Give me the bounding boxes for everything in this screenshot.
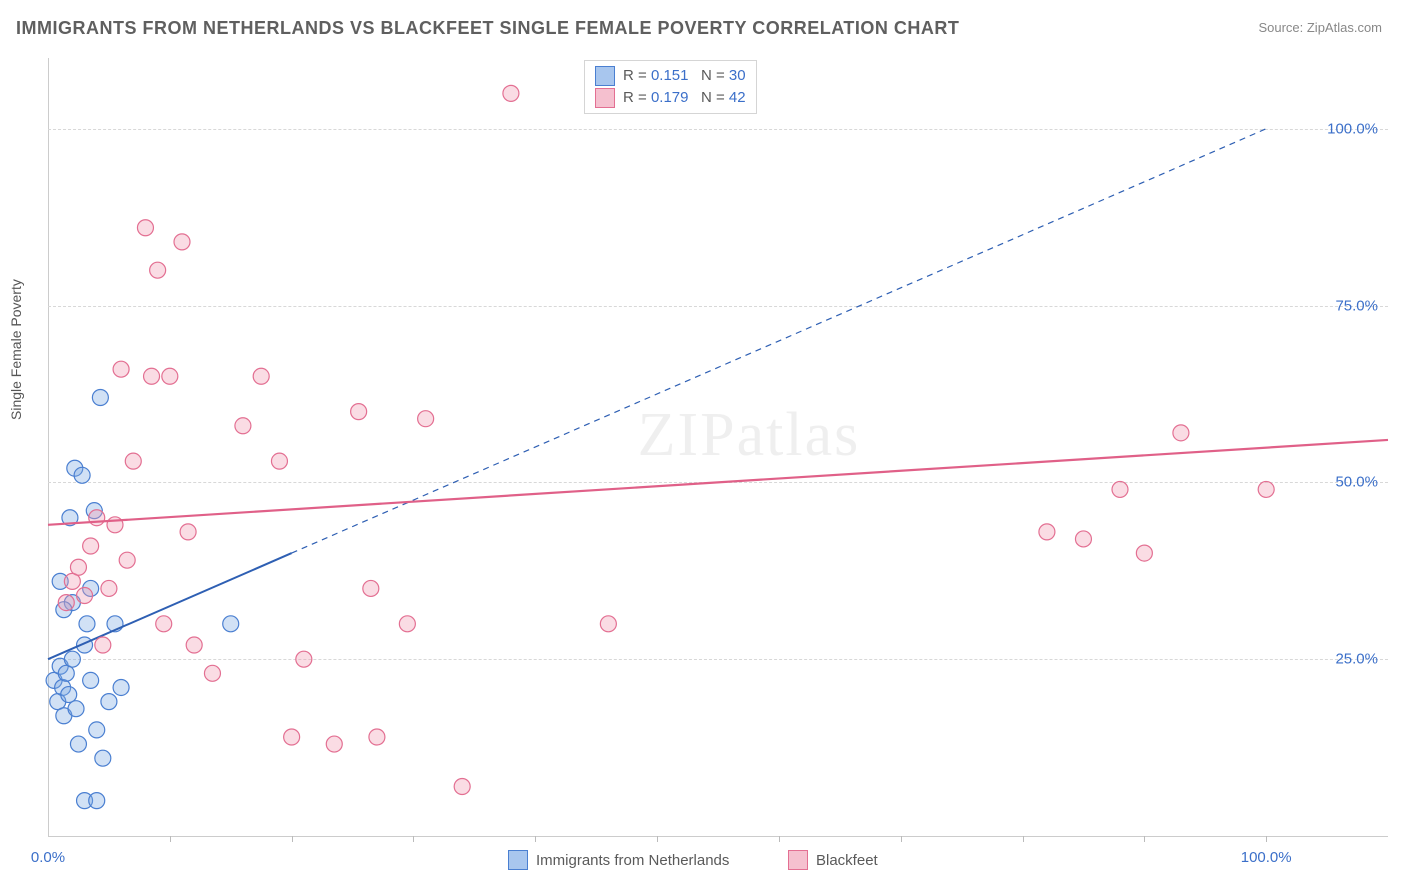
data-point-blackfeet: [113, 361, 129, 377]
data-point-netherlands: [61, 687, 77, 703]
data-point-blackfeet: [174, 234, 190, 250]
data-point-netherlands: [223, 616, 239, 632]
data-point-blackfeet: [1039, 524, 1055, 540]
data-point-blackfeet: [253, 368, 269, 384]
data-point-blackfeet: [503, 85, 519, 101]
data-point-blackfeet: [418, 411, 434, 427]
series-legend-label: Blackfeet: [816, 852, 878, 869]
data-point-blackfeet: [77, 588, 93, 604]
xtick-mark: [779, 836, 780, 842]
xtick-mark: [292, 836, 293, 842]
legend-swatch-netherlands: [595, 66, 615, 86]
data-point-netherlands: [89, 722, 105, 738]
xtick-mark: [657, 836, 658, 842]
data-point-blackfeet: [363, 580, 379, 596]
data-point-blackfeet: [156, 616, 172, 632]
data-point-blackfeet: [101, 580, 117, 596]
data-point-blackfeet: [296, 651, 312, 667]
stats-legend-row: R = 0.151 N = 30: [595, 65, 746, 87]
data-point-blackfeet: [1173, 425, 1189, 441]
data-point-blackfeet: [137, 220, 153, 236]
data-point-netherlands: [92, 389, 108, 405]
chart-title: IMMIGRANTS FROM NETHERLANDS VS BLACKFEET…: [16, 18, 959, 39]
data-point-blackfeet: [369, 729, 385, 745]
xtick-label: 0.0%: [31, 849, 65, 866]
data-point-netherlands: [70, 736, 86, 752]
series-legend-label: Immigrants from Netherlands: [536, 852, 729, 869]
data-point-blackfeet: [95, 637, 111, 653]
data-point-blackfeet: [70, 559, 86, 575]
stats-legend-row: R = 0.179 N = 42: [595, 87, 746, 109]
data-point-blackfeet: [180, 524, 196, 540]
data-point-blackfeet: [89, 510, 105, 526]
data-point-blackfeet: [83, 538, 99, 554]
data-point-blackfeet: [186, 637, 202, 653]
trend-line-blackfeet: [48, 440, 1388, 525]
data-point-blackfeet: [162, 368, 178, 384]
data-point-blackfeet: [1136, 545, 1152, 561]
data-point-blackfeet: [1075, 531, 1091, 547]
data-point-netherlands: [95, 750, 111, 766]
plot-svg: [48, 58, 1388, 836]
data-point-blackfeet: [119, 552, 135, 568]
data-point-netherlands: [74, 467, 90, 483]
data-point-netherlands: [101, 694, 117, 710]
xtick-mark: [1144, 836, 1145, 842]
data-point-blackfeet: [399, 616, 415, 632]
legend-swatch-netherlands: [508, 850, 528, 870]
xtick-mark: [901, 836, 902, 842]
data-point-blackfeet: [125, 453, 141, 469]
data-point-netherlands: [113, 679, 129, 695]
xtick-mark: [170, 836, 171, 842]
xtick-mark: [413, 836, 414, 842]
xtick-mark: [1023, 836, 1024, 842]
data-point-blackfeet: [454, 778, 470, 794]
xtick-label: 100.0%: [1241, 849, 1292, 866]
legend-swatch-blackfeet: [788, 850, 808, 870]
series-legend-blackfeet: Blackfeet: [788, 850, 878, 870]
data-point-netherlands: [79, 616, 95, 632]
stats-legend-text: R = 0.151 N = 30: [623, 65, 746, 87]
data-point-blackfeet: [351, 404, 367, 420]
data-point-netherlands: [64, 651, 80, 667]
y-axis-label: Single Female Poverty: [8, 279, 24, 420]
data-point-blackfeet: [1112, 481, 1128, 497]
source-label: Source: ZipAtlas.com: [1258, 20, 1382, 35]
data-point-blackfeet: [150, 262, 166, 278]
x-axis-line: [48, 836, 1388, 837]
data-point-netherlands: [83, 672, 99, 688]
xtick-mark: [1266, 836, 1267, 842]
xtick-mark: [535, 836, 536, 842]
legend-swatch-blackfeet: [595, 88, 615, 108]
data-point-blackfeet: [235, 418, 251, 434]
data-point-netherlands: [68, 701, 84, 717]
scatter-plot: ZIPatlas 25.0%50.0%75.0%100.0%0.0%100.0%…: [48, 58, 1388, 836]
data-point-blackfeet: [284, 729, 300, 745]
data-point-blackfeet: [1258, 481, 1274, 497]
data-point-netherlands: [89, 793, 105, 809]
data-point-blackfeet: [144, 368, 160, 384]
series-legend-netherlands: Immigrants from Netherlands: [508, 850, 729, 870]
data-point-blackfeet: [271, 453, 287, 469]
stats-legend: R = 0.151 N = 30R = 0.179 N = 42: [584, 60, 757, 114]
data-point-blackfeet: [326, 736, 342, 752]
data-point-blackfeet: [600, 616, 616, 632]
stats-legend-text: R = 0.179 N = 42: [623, 87, 746, 109]
data-point-blackfeet: [204, 665, 220, 681]
data-point-blackfeet: [58, 595, 74, 611]
